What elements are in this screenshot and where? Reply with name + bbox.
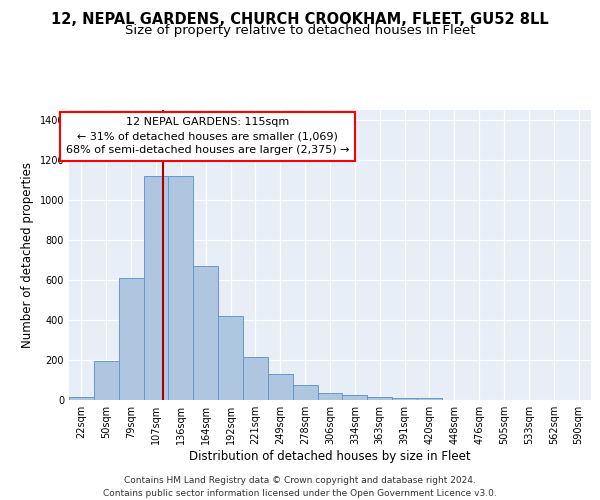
Bar <box>293 385 317 400</box>
Bar <box>143 176 169 400</box>
Bar <box>317 393 343 400</box>
Bar <box>243 357 268 400</box>
Bar <box>169 176 193 400</box>
Bar <box>69 397 94 400</box>
Text: 12, NEPAL GARDENS, CHURCH CROOKHAM, FLEET, GU52 8LL: 12, NEPAL GARDENS, CHURCH CROOKHAM, FLEE… <box>51 12 549 28</box>
Bar <box>218 316 243 400</box>
Bar <box>268 374 293 400</box>
Bar <box>392 398 417 400</box>
Bar <box>343 395 367 400</box>
Text: Contains HM Land Registry data © Crown copyright and database right 2024.
Contai: Contains HM Land Registry data © Crown c… <box>103 476 497 498</box>
Text: 12 NEPAL GARDENS: 115sqm
← 31% of detached houses are smaller (1,069)
68% of sem: 12 NEPAL GARDENS: 115sqm ← 31% of detach… <box>65 117 349 155</box>
Text: Size of property relative to detached houses in Fleet: Size of property relative to detached ho… <box>125 24 475 37</box>
X-axis label: Distribution of detached houses by size in Fleet: Distribution of detached houses by size … <box>189 450 471 463</box>
Y-axis label: Number of detached properties: Number of detached properties <box>21 162 34 348</box>
Bar <box>94 361 119 400</box>
Bar <box>119 278 143 400</box>
Bar <box>417 398 442 400</box>
Bar <box>193 266 218 400</box>
Bar <box>367 397 392 400</box>
